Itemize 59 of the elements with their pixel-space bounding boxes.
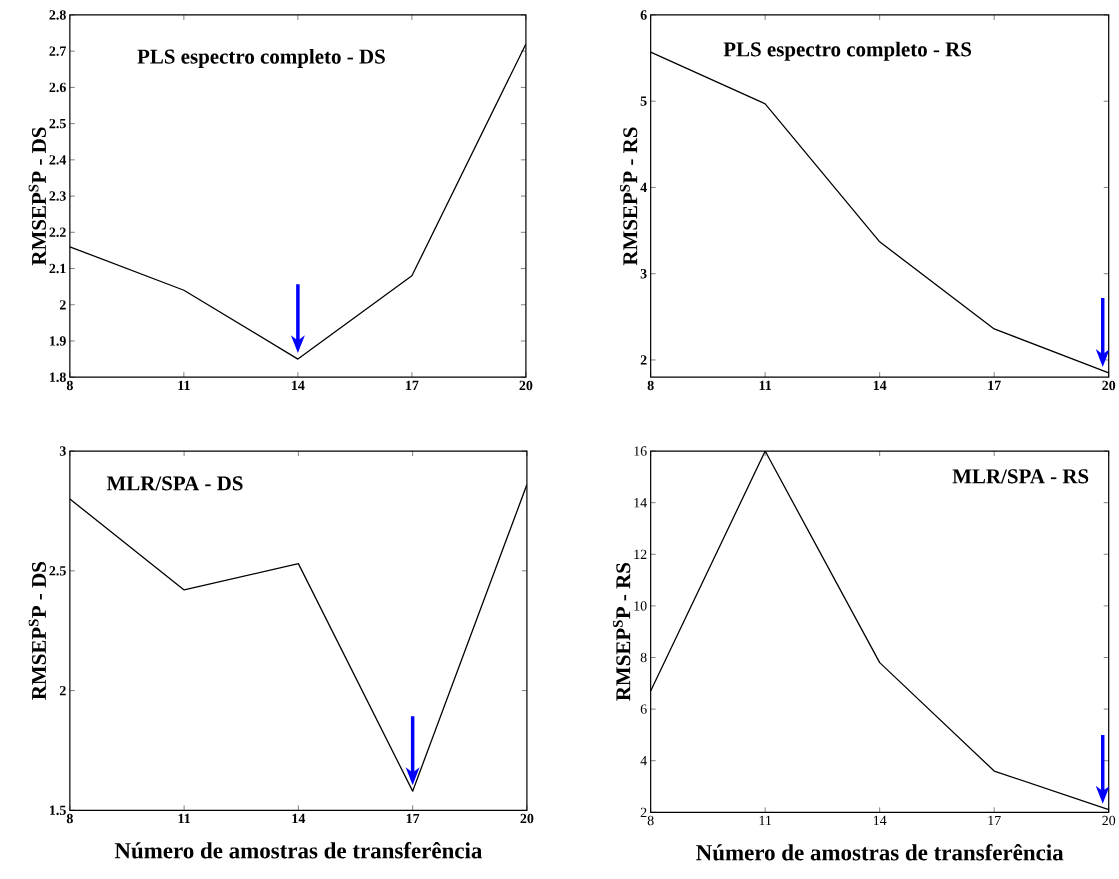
y-axis-title: RMSEP$^{S}$P - RS (612, 562, 631, 701)
line-series (650, 450, 1109, 811)
y-tick-label: 2 (59, 300, 66, 310)
y-tick-label: 5 (640, 96, 647, 106)
y-tick-label: 1.5 (50, 805, 66, 815)
y-tick-label: 1.9 (50, 336, 66, 346)
x-tick-label: 11 (759, 815, 772, 825)
x-tick-label: 17 (406, 380, 419, 390)
y-tick-label: 2.5 (49, 118, 66, 129)
x-tick-label: 14 (292, 813, 306, 823)
y-axis-title: RMSEP$^{S}$P - DS (28, 127, 47, 266)
y-tick-label: 8 (640, 652, 647, 663)
y-tick-label: 6 (640, 704, 647, 714)
y-tick-label: 4 (640, 756, 647, 766)
y-tick-label: 3 (59, 446, 66, 456)
y-tick-label: 6 (640, 10, 647, 20)
y-tick-label: 2.8 (49, 10, 66, 20)
x-axis-title: Número de amostras de transferência (696, 843, 1064, 861)
x-tick-label: 8 (647, 815, 654, 826)
y-tick-label: 2.3 (49, 191, 66, 201)
x-tick-label: 14 (873, 380, 887, 390)
x-axis-title: Número de amostras de transferência (114, 841, 483, 859)
y-axis-title: RMSEP$^{S}$P - DS (28, 561, 47, 700)
y-tick-label: 14 (634, 497, 647, 508)
x-tick-label: 17 (406, 813, 420, 823)
y-tick-label: 2.1 (49, 263, 66, 274)
x-tick-label: 20 (520, 813, 534, 824)
x-tick-label: 17 (988, 380, 1001, 390)
y-tick-label: 4 (640, 182, 647, 192)
y-tick-label: 2 (640, 355, 647, 365)
x-tick-label: 20 (1102, 380, 1116, 391)
y-tick-label: 10 (634, 601, 647, 611)
y-tick-label: 2.6 (49, 82, 66, 93)
text: PLS espectro completo - RS (723, 41, 972, 61)
y-tick-label: 3 (640, 268, 647, 279)
x-tick-label: 8 (66, 813, 73, 824)
y-tick-label: 2 (640, 807, 647, 817)
text: MLR/SPA - DS (106, 476, 243, 491)
x-tick-label: 11 (178, 813, 191, 823)
y-tick-label: 2.2 (49, 227, 66, 237)
x-tick-label: 8 (647, 380, 654, 391)
y-tick-label: 16 (634, 446, 647, 456)
x-tick-label: 17 (988, 815, 1001, 825)
x-tick-label: 20 (1102, 815, 1116, 826)
y-tick-label: 1.8 (50, 372, 66, 382)
y-tick-label: 2.4 (49, 155, 67, 165)
y-tick-label: 2 (59, 685, 66, 696)
text: PLS espectro completo - DS (137, 48, 385, 68)
x-tick-label: 8 (66, 380, 73, 391)
y-tick-label: 2.5 (49, 566, 66, 576)
x-tick-label: 11 (759, 380, 772, 390)
x-tick-label: 20 (519, 380, 533, 391)
y-axis-title: RMSEP$^{S}$P - RS (619, 127, 638, 266)
x-tick-label: 14 (292, 380, 305, 390)
x-tick-label: 11 (178, 380, 190, 390)
x-tick-label: 14 (873, 815, 887, 825)
text: MLR/SPA - RS (952, 469, 1089, 484)
y-tick-label: 12 (634, 549, 647, 559)
y-tick-label: 2.7 (49, 46, 66, 56)
